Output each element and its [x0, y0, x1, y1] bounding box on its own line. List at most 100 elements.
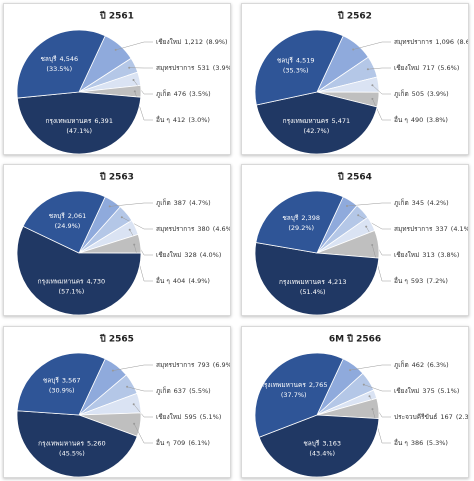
label-value: 4,546 [60, 55, 79, 63]
leader-dot [366, 68, 369, 71]
label-value: 4,730 [87, 277, 106, 285]
label-value: 709 [173, 439, 185, 447]
data-label: อื่น ๆ 386 (5.3%) [394, 438, 448, 447]
data-label: กรุงเทพมหานคร 5,260 [38, 439, 106, 447]
leader-dot [371, 84, 374, 87]
label-category: เชียงใหม่ [394, 387, 419, 395]
pie-slice [254, 352, 344, 438]
label-category: สมุทรปราการ [156, 225, 195, 233]
leader-dot [371, 244, 374, 246]
chart-card: ปี 2561 เชียงใหม่ 1,212 (8.9%) สมุทรปราการ 53… [3, 3, 234, 155]
label-value: 380 [197, 225, 209, 233]
label-category: เชียงใหม่ [156, 413, 181, 421]
label-percent: (2.3%) [456, 413, 468, 421]
leader-dot [352, 48, 355, 51]
label-value: 793 [197, 361, 209, 369]
label-category: ชลบุรี [303, 440, 320, 448]
label-category: สมุทรปราการ [156, 64, 195, 72]
label-category: ชลบุรี [282, 214, 299, 222]
label-category: ชลบุรี [49, 212, 66, 220]
pie-slice [255, 190, 344, 254]
label-value: 167 [440, 413, 452, 421]
label-category: สมุทรปราการ [156, 361, 195, 369]
data-label: เชียงใหม่ 328 (4.0%) [156, 251, 221, 259]
leader-dot [357, 214, 360, 217]
leader-line [109, 202, 153, 207]
data-label: อื่น ๆ 593 (7.2%) [394, 276, 448, 285]
label-value: 386 [411, 439, 423, 447]
label-category: กรุงเทพมหานคร [279, 278, 325, 286]
pie-slice [254, 242, 380, 316]
label-percent: (35.3%) [283, 66, 309, 74]
label-percent: (5.1%) [438, 387, 460, 395]
leader-dot [132, 79, 135, 81]
label-category: อื่น ๆ [156, 438, 170, 447]
leader-dot [349, 369, 352, 372]
data-label: กรุงเทพมหานคร 2,765 [260, 381, 328, 389]
data-label: ชลบุรี 4,519 [277, 56, 315, 64]
label-percent: (3.8%) [438, 251, 460, 259]
label-value: 2,398 [301, 214, 320, 222]
label-percent: (3.9%) [427, 90, 449, 98]
chart-title: ปี 2563 [99, 172, 134, 183]
chart-card: 6M ปี 2566 ภูเก็ต 462 (6.3%) เชียงใหม่ 375 (5.… [241, 326, 474, 478]
data-label: กรุงเทพมหานคร 6,391 [45, 117, 113, 125]
leader-dot [133, 243, 136, 246]
data-label: ชลบุรี 4,546 [40, 55, 78, 63]
label-category: กรุงเทพมหานคร [38, 439, 84, 447]
leader-dot [111, 369, 114, 372]
label-percent: (47.1%) [66, 127, 92, 135]
label-percent: (57.1%) [59, 287, 85, 295]
data-label: ประจวบคีรีขันธ์167 (2.3%) [394, 413, 468, 421]
label-category: ชลบุรี [40, 55, 57, 63]
label-category: กรุงเทพมหานคร [38, 277, 84, 285]
label-value: 476 [174, 90, 186, 98]
label-value: 4,519 [296, 56, 315, 64]
label-value: 5,260 [87, 439, 106, 447]
label-value: 387 [174, 199, 186, 207]
leader-dot [128, 228, 131, 231]
label-value: 313 [422, 251, 434, 259]
label-category: สมุทรปราการ [394, 38, 433, 46]
label-category: ภูเก็ต [394, 360, 409, 369]
label-percent: (43.4%) [309, 450, 335, 458]
leader-dot [346, 205, 348, 207]
leader-dot [128, 66, 131, 69]
data-label: เชียงใหม่ 1,212 (8.9%) [156, 38, 228, 46]
data-label: ชลบุรี 2,061 [49, 212, 87, 220]
label-category: เชียงใหม่ [156, 251, 181, 259]
label-value: 2,765 [309, 381, 328, 389]
label-percent: (4.9%) [188, 277, 210, 285]
label-category: สมุทรปราการ [394, 225, 433, 233]
label-category: เชียงใหม่ [394, 251, 419, 259]
leader-line [363, 384, 391, 392]
label-value: 531 [197, 64, 209, 72]
chart: ปี 2561 เชียงใหม่ 1,212 (8.9%) สมุทรปราการ 53… [16, 11, 234, 155]
label-percent: (6.9%) [213, 361, 230, 369]
label-value: 3,567 [62, 377, 81, 385]
leader-line [353, 41, 391, 50]
data-label: กรุงเทพมหานคร 4,730 [38, 277, 106, 285]
leader-dot [133, 422, 136, 425]
label-value: 412 [173, 116, 185, 124]
label-percent: (8.6%) [457, 38, 468, 46]
label-value: 328 [184, 251, 196, 259]
chart-title: ปี 2565 [99, 334, 134, 345]
leader-line [133, 423, 153, 444]
label-category: ชลบุรี [277, 56, 294, 64]
chart: 6M ปี 2566 ภูเก็ต 462 (6.3%) เชียงใหม่ 375 (5.… [254, 334, 474, 478]
leader-line [133, 404, 153, 418]
data-label: เชียงใหม่ 375 (5.1%) [394, 387, 459, 395]
chart-title: 6M ปี 2566 [329, 334, 381, 345]
leader-line [121, 216, 153, 230]
label-category: อื่น ๆ [156, 115, 170, 124]
label-category: กรุงเทพมหานคร [283, 117, 329, 125]
leader-dot [362, 383, 365, 386]
leader-dot [371, 97, 374, 100]
label-percent: (3.9%) [213, 64, 230, 72]
